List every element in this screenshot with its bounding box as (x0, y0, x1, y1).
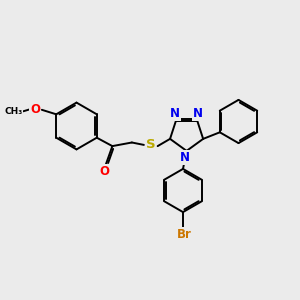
Text: N: N (170, 107, 180, 120)
Text: O: O (99, 165, 109, 178)
Text: N: N (180, 151, 190, 164)
Text: Br: Br (177, 228, 192, 241)
Text: O: O (30, 103, 40, 116)
Text: N: N (193, 107, 203, 120)
Text: S: S (146, 138, 155, 151)
Text: CH₃: CH₃ (4, 107, 23, 116)
